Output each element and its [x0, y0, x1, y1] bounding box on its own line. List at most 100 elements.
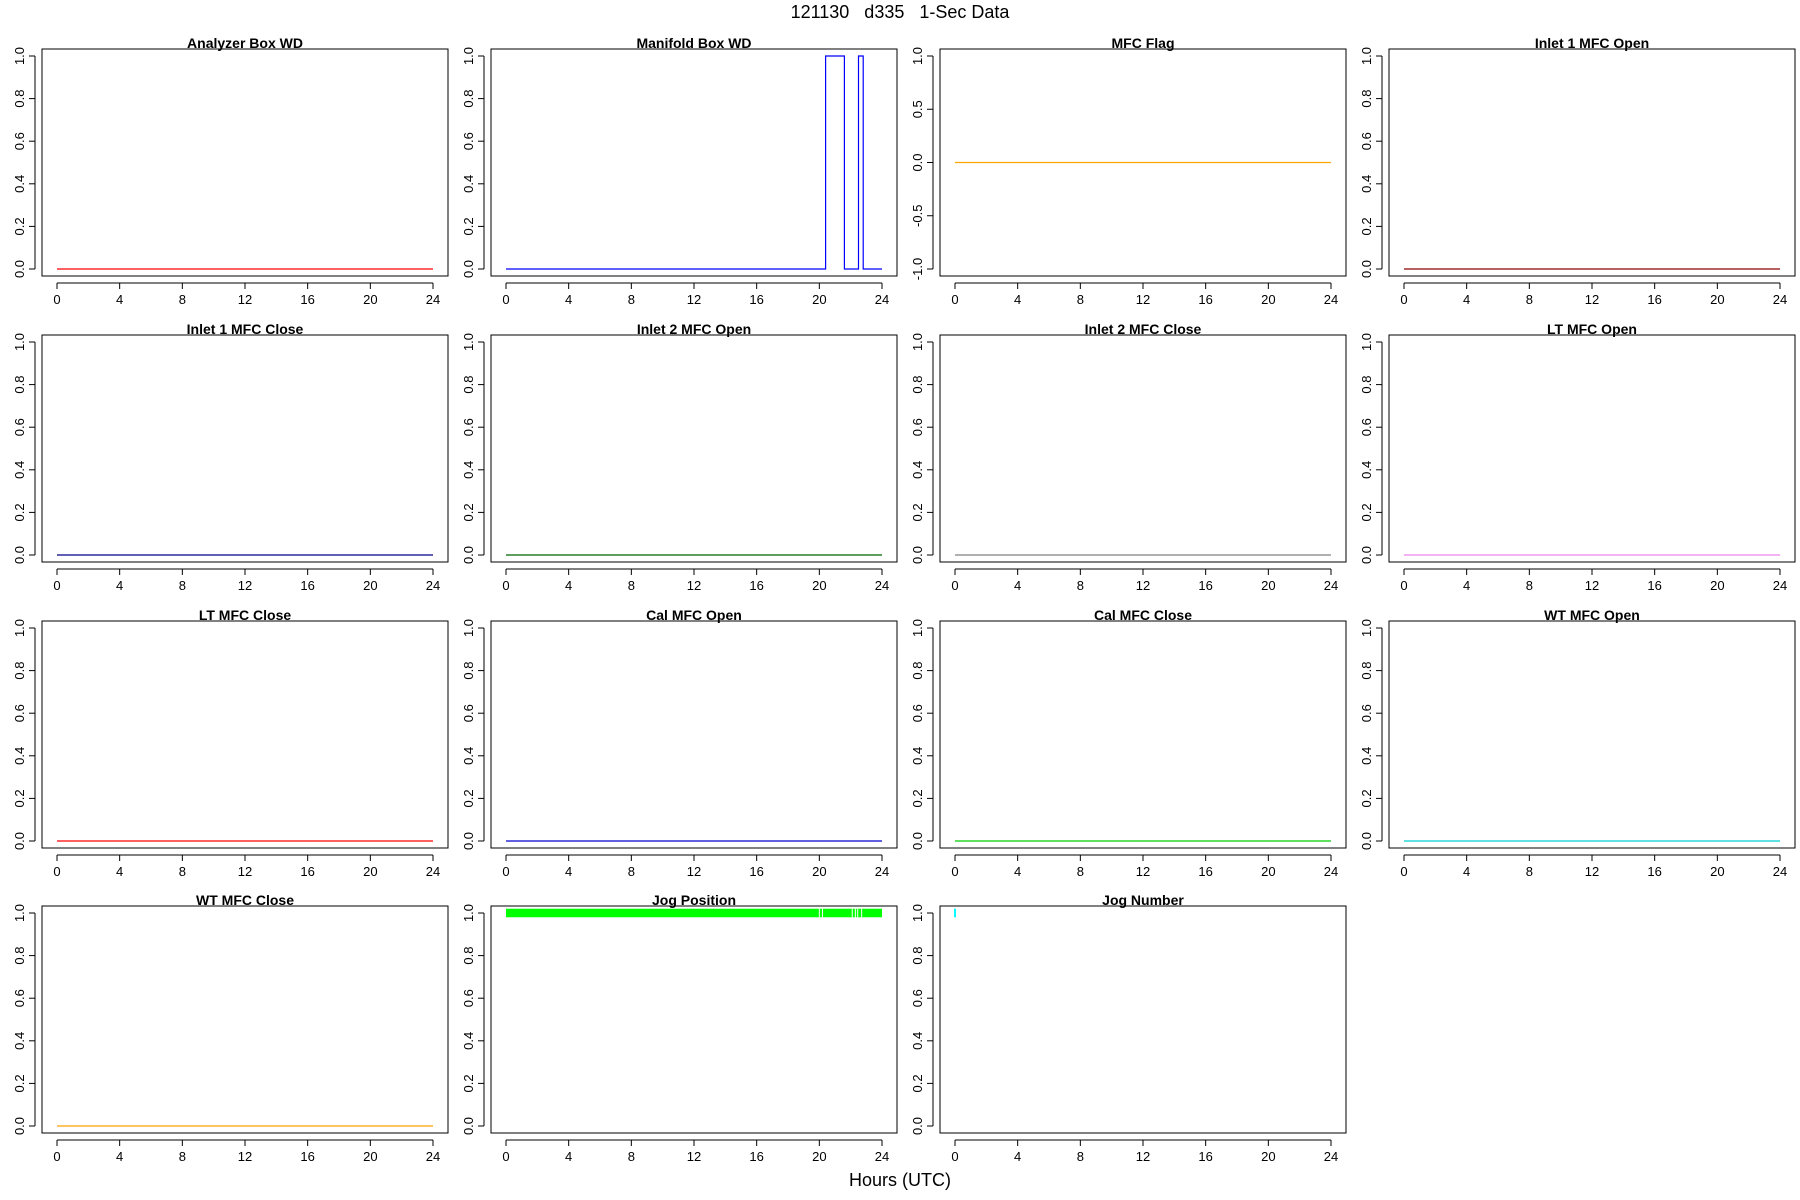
panel-title: Cal MFC Open [646, 607, 742, 623]
panel-3: Inlet 1 MFC Open 0 4 8 12 16 20 24 0.0 0.2 0.4 0.6 0… [1359, 35, 1796, 307]
x-tick-label: 12 [687, 292, 701, 307]
x-tick-label: 24 [875, 578, 889, 593]
y-tick-label: 0.2 [12, 503, 27, 521]
x-tick-label: 16 [749, 864, 763, 879]
x-tick-label: 16 [749, 1149, 763, 1164]
x-tick-label: 4 [1463, 292, 1470, 307]
y-tick-label: 0.6 [1359, 704, 1374, 722]
y-tick-label: 0.4 [12, 175, 27, 193]
panel-title: Jog Position [652, 892, 736, 908]
y-tick-label: 0.4 [461, 1032, 476, 1050]
x-tick-label: 20 [1261, 578, 1275, 593]
y-tick-label: 0.8 [910, 376, 925, 394]
y-tick-label: 1.0 [12, 619, 27, 637]
y-tick-label: 0.5 [910, 100, 925, 118]
x-tick-label: 24 [1773, 864, 1787, 879]
panel-12: WT MFC Close 0 4 8 12 16 20 24 0.0 0.2 0.4 0.6 0.8 1.… [12, 892, 449, 1164]
x-tick-label: 8 [628, 578, 635, 593]
panel-11: WT MFC Open 0 4 8 12 16 20 24 0.0 0.2 0.4 0.6 0.8 1.0 [1359, 607, 1796, 879]
x-tick-label: 12 [1585, 864, 1599, 879]
panel-title: Analyzer Box WD [187, 35, 303, 51]
x-tick-label: 12 [1136, 1149, 1150, 1164]
panel-2: MFC Flag 0 4 8 12 16 20 24 -1.0 -0.5 0.0 0.5 1.0 [910, 35, 1347, 307]
plot-frame [490, 905, 898, 1134]
panel-14: Jog Number 0 4 8 12 16 20 24 0.0 0.2 0.4 0.6 0.8 1.0 [910, 892, 1347, 1164]
x-tick-label: 20 [363, 578, 377, 593]
plot-frame [490, 620, 898, 849]
x-tick-label: 12 [687, 578, 701, 593]
y-tick-label: 0.6 [12, 989, 27, 1007]
y-tick-label: 1.0 [461, 333, 476, 351]
panel-title: WT MFC Close [196, 892, 294, 908]
x-tick-label: 12 [687, 864, 701, 879]
y-tick-label: 0.4 [910, 747, 925, 765]
x-tick-label: 8 [1526, 578, 1533, 593]
y-tick-label: 1.0 [461, 47, 476, 65]
panel-6: Inlet 2 MFC Close 0 4 8 12 16 20 24 0.0 0.2 0.4 0.6… [910, 321, 1347, 593]
x-tick-label: 16 [300, 292, 314, 307]
x-tick-label: 20 [363, 864, 377, 879]
x-tick-label: 16 [749, 578, 763, 593]
y-tick-label: 0.4 [1359, 461, 1374, 479]
x-tick-label: 4 [565, 292, 572, 307]
panel-4: Inlet 1 MFC Close 0 4 8 12 16 20 24 0.0 0.2 0.4 0.6… [12, 321, 449, 593]
plot-frame [1388, 334, 1796, 563]
y-tick-label: 0.0 [12, 832, 27, 850]
x-tick-label: 4 [116, 1149, 123, 1164]
x-tick-label: 12 [238, 578, 252, 593]
data-band [506, 908, 882, 918]
x-tick-label: 24 [426, 1149, 440, 1164]
y-tick-label: 1.0 [910, 619, 925, 637]
panel-10: Cal MFC Close 0 4 8 12 16 20 24 0.0 0.2 0.4 0.6 0.8 1… [910, 607, 1347, 879]
x-tick-label: 24 [875, 1149, 889, 1164]
y-tick-label: 1.0 [12, 904, 27, 922]
x-tick-label: 20 [363, 1149, 377, 1164]
panel-0: Analyzer Box WD 0 4 8 12 16 20 24 0.0 0.2 0.4 0.6 0.… [12, 35, 449, 307]
y-tick-label: 1.0 [910, 904, 925, 922]
x-tick-label: 24 [426, 292, 440, 307]
y-tick-label: 0.4 [461, 175, 476, 193]
x-tick-label: 24 [1773, 292, 1787, 307]
y-tick-label: 0.8 [1359, 662, 1374, 680]
plot-frame [41, 48, 449, 277]
plot-frame [41, 620, 449, 849]
x-tick-label: 8 [1077, 578, 1084, 593]
plot-frame [490, 334, 898, 563]
x-tick-label: 24 [1324, 864, 1338, 879]
y-tick-label: 0.2 [461, 217, 476, 235]
x-tick-label: 8 [1077, 864, 1084, 879]
x-tick-label: 4 [1014, 292, 1021, 307]
y-tick-label: 0.4 [910, 461, 925, 479]
x-tick-label: 16 [1647, 864, 1661, 879]
y-tick-label: 0.6 [1359, 132, 1374, 150]
panel-title: Inlet 2 MFC Close [1085, 321, 1202, 337]
x-tick-label: 0 [53, 578, 60, 593]
y-tick-label: 0.6 [461, 704, 476, 722]
x-tick-label: 4 [1014, 578, 1021, 593]
x-tick-label: 16 [1647, 578, 1661, 593]
y-tick-label: 0.0 [461, 1117, 476, 1135]
y-tick-label: 0.0 [461, 546, 476, 564]
y-tick-label: 0.0 [910, 153, 925, 171]
x-tick-label: 8 [1077, 292, 1084, 307]
x-tick-label: 8 [179, 578, 186, 593]
x-tick-label: 0 [53, 864, 60, 879]
x-tick-label: 8 [179, 864, 186, 879]
x-tick-label: 0 [1400, 292, 1407, 307]
x-tick-label: 0 [502, 578, 509, 593]
y-tick-label: 0.8 [12, 947, 27, 965]
y-tick-label: 0.8 [461, 376, 476, 394]
y-tick-label: 0.4 [1359, 175, 1374, 193]
y-tick-label: 0.0 [461, 832, 476, 850]
y-tick-label: 0.4 [12, 461, 27, 479]
y-tick-label: 0.0 [12, 260, 27, 278]
y-tick-label: 1.0 [461, 904, 476, 922]
data-series-line [506, 55, 882, 270]
panel-5: Inlet 2 MFC Open 0 4 8 12 16 20 24 0.0 0.2 0.4 0.6 0… [461, 321, 898, 593]
y-tick-label: 0.8 [12, 376, 27, 394]
y-tick-label: 0.6 [910, 418, 925, 436]
x-tick-label: 20 [812, 1149, 826, 1164]
x-tick-label: 16 [300, 578, 314, 593]
x-tick-label: 16 [749, 292, 763, 307]
y-tick-label: 0.2 [1359, 789, 1374, 807]
